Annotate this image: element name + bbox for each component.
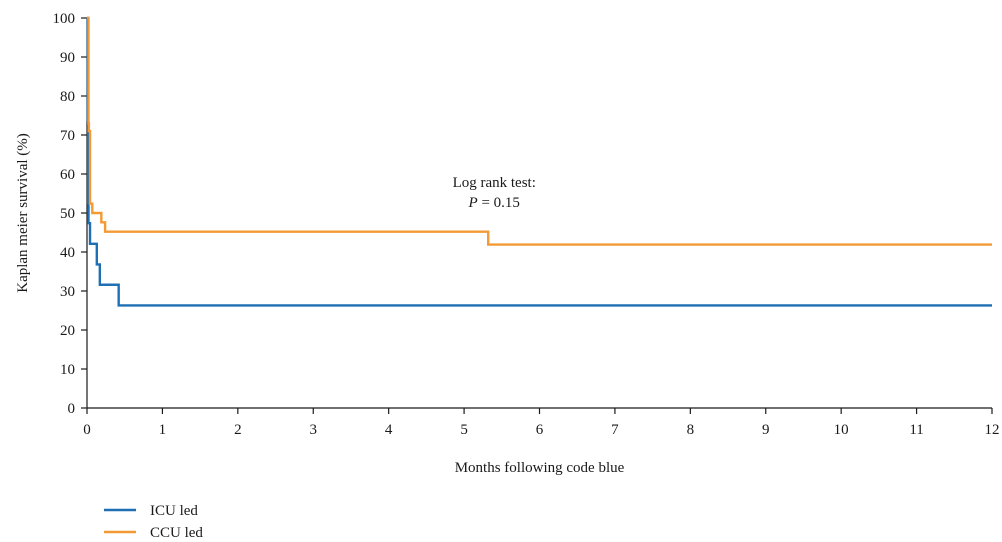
series-line-ccu-led <box>87 16 992 246</box>
annotation-line-1: Log rank test: <box>453 175 536 191</box>
x-axis-ticks: 0 1 2 3 4 5 6 7 8 9 10 11 12 <box>83 408 1000 438</box>
x-tick-label: 7 <box>611 422 619 438</box>
x-tick-label: 4 <box>385 422 393 438</box>
series-line-icu-led <box>86 16 992 307</box>
y-tick-label: 40 <box>60 245 75 261</box>
x-tick-label: 11 <box>909 422 923 438</box>
annotation-line-2: P = 0.15 <box>468 195 520 211</box>
x-tick-label: 6 <box>536 422 544 438</box>
x-tick-label: 5 <box>460 422 468 438</box>
x-tick-label: 0 <box>83 422 91 438</box>
x-tick-label: 1 <box>159 422 167 438</box>
y-axis-title: Kaplan meier survival (%) <box>15 133 31 293</box>
y-tick-label: 90 <box>60 50 75 66</box>
series-lines <box>86 16 992 307</box>
annotation-p-value: = 0.15 <box>478 195 520 211</box>
y-tick-label: 70 <box>60 128 75 144</box>
y-axis-ticks: 0 10 20 30 40 50 60 70 80 90 100 <box>53 11 87 417</box>
y-tick-label: 80 <box>60 89 75 105</box>
legend: ICU led CCU led <box>104 503 203 541</box>
x-tick-label: 8 <box>687 422 695 438</box>
y-tick-label: 10 <box>60 362 75 378</box>
x-tick-label: 12 <box>985 422 1000 438</box>
x-tick-label: 10 <box>834 422 849 438</box>
y-tick-label: 50 <box>60 206 75 222</box>
x-axis-title: Months following code blue <box>455 460 625 476</box>
y-tick-label: 20 <box>60 323 75 339</box>
y-tick-label: 30 <box>60 284 75 300</box>
x-tick-label: 9 <box>762 422 770 438</box>
y-tick-label: 60 <box>60 167 75 183</box>
y-tick-label: 100 <box>53 11 76 27</box>
y-tick-label: 0 <box>68 401 76 417</box>
legend-label: ICU led <box>150 503 198 519</box>
x-tick-label: 2 <box>234 422 242 438</box>
x-tick-label: 3 <box>310 422 318 438</box>
annotation-p-symbol: P <box>468 195 478 211</box>
legend-label: CCU led <box>150 525 203 541</box>
